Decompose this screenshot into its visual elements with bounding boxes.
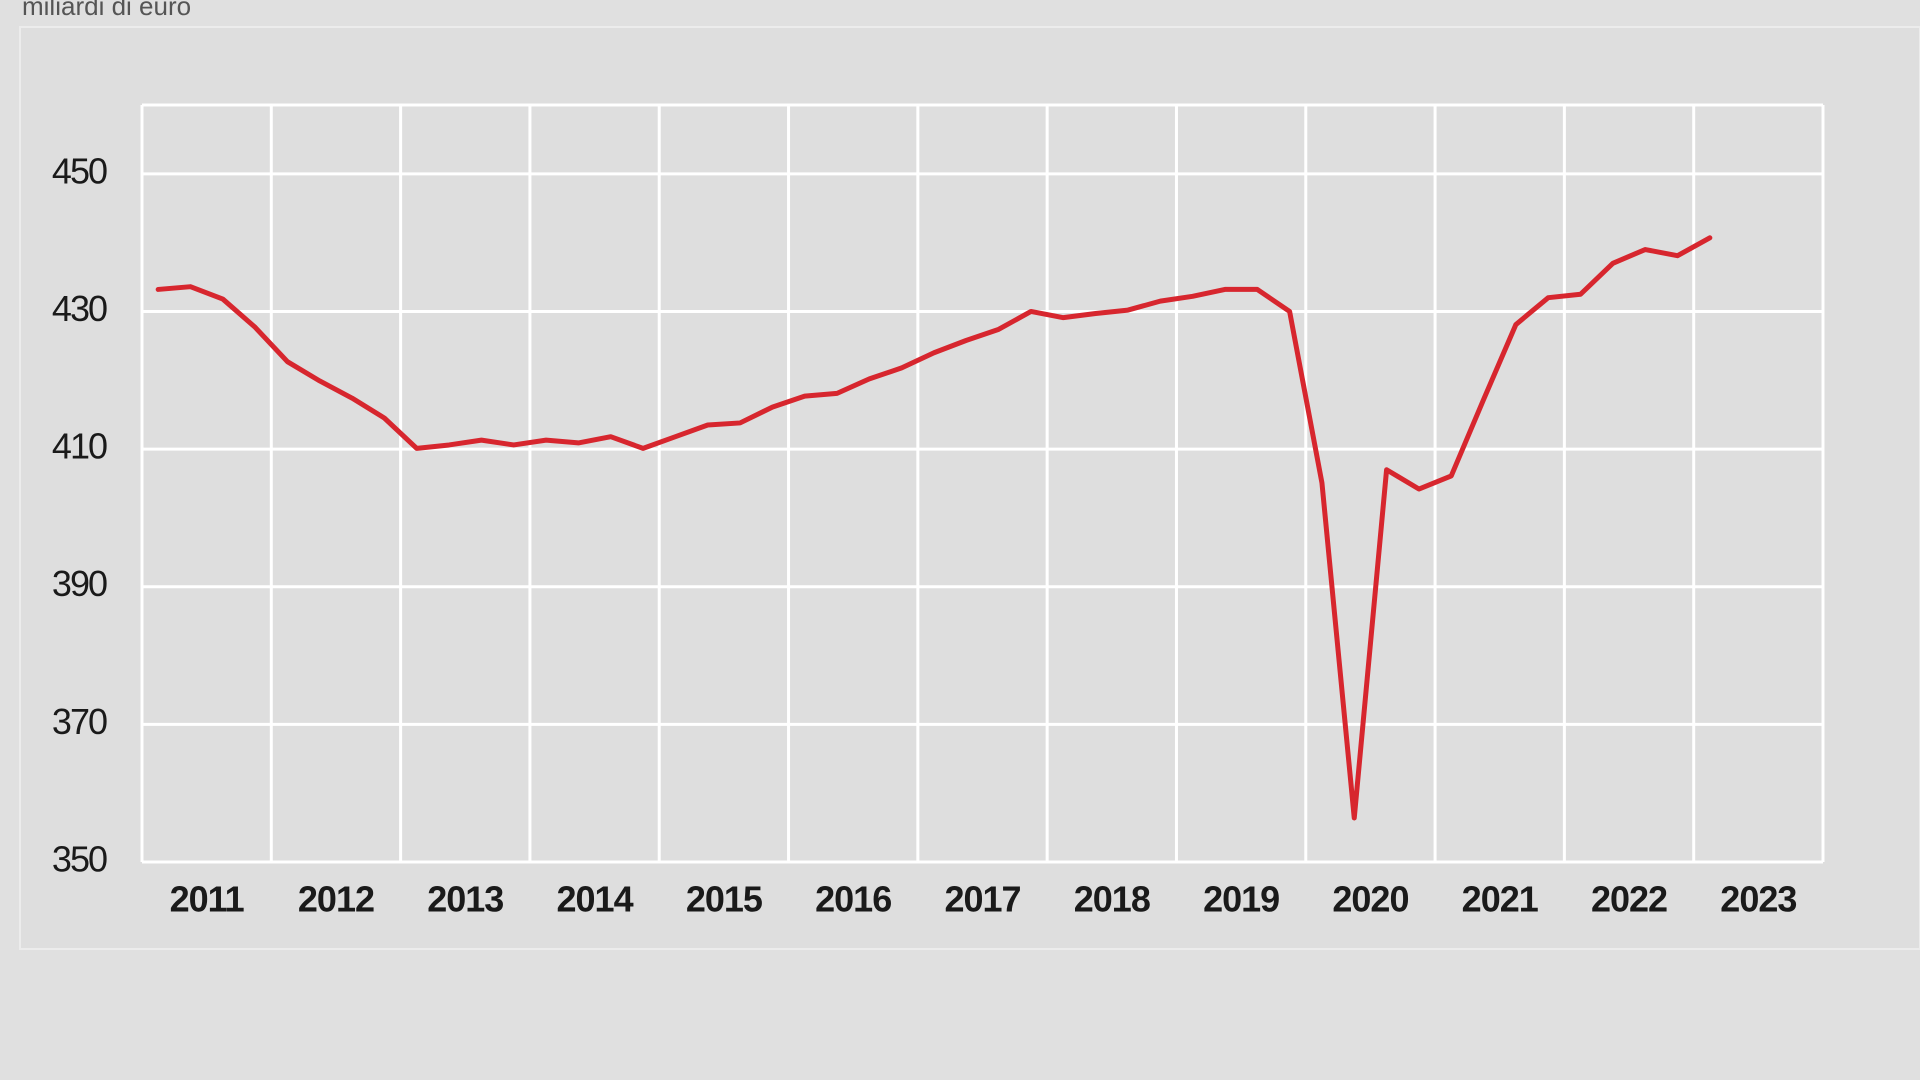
y-tick-label: 410 [52, 426, 107, 467]
x-tick-label: 2013 [427, 879, 503, 920]
x-tick-label: 2015 [686, 879, 763, 920]
y-tick-label: 430 [52, 288, 107, 329]
x-tick-label: 2022 [1591, 879, 1667, 920]
y-tick-label: 390 [52, 563, 107, 604]
x-tick-label: 2021 [1462, 879, 1539, 920]
x-tick-label: 2011 [170, 879, 245, 920]
x-tick-label: 2012 [298, 879, 374, 920]
y-tick-label: 350 [52, 839, 107, 880]
x-tick-label: 2016 [815, 879, 891, 920]
chart-subtitle: miliardi di euro [22, 0, 191, 21]
data-line [155, 235, 1713, 821]
y-tick-label: 450 [52, 150, 107, 191]
x-tick-label: 2020 [1332, 879, 1408, 920]
x-tick-label: 2018 [1074, 879, 1150, 920]
x-tick-label: 2023 [1720, 879, 1796, 920]
x-tick-label: 2014 [557, 879, 634, 920]
x-tick-label: 2017 [944, 879, 1020, 920]
x-tick-label: 2019 [1203, 879, 1279, 920]
panel [19, 26, 1920, 950]
y-tick-label: 370 [52, 701, 107, 742]
